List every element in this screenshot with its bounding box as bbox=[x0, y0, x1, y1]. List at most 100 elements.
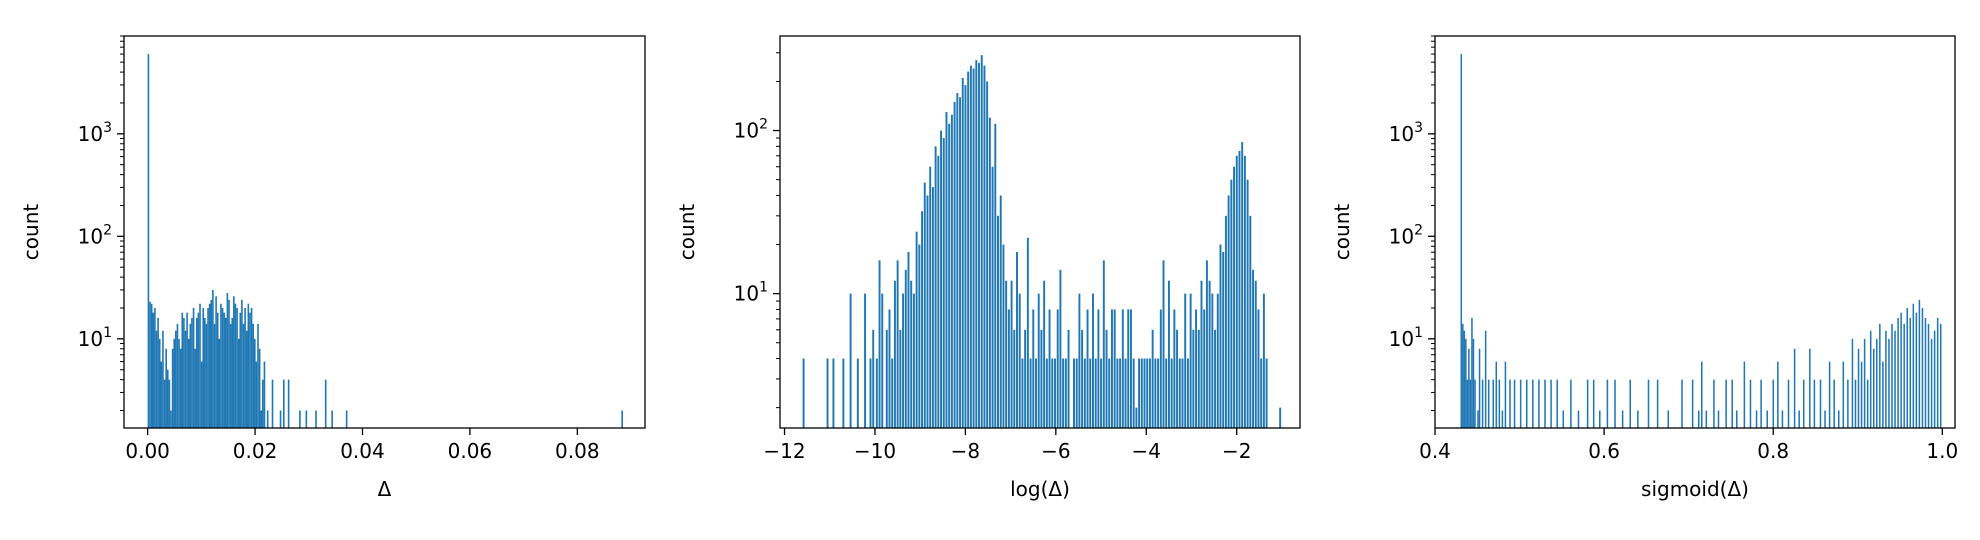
histogram-bar bbox=[181, 312, 184, 428]
histogram-bar bbox=[1062, 358, 1065, 428]
histogram-bar bbox=[1681, 379, 1683, 428]
histogram-bar bbox=[154, 307, 156, 428]
histogram-bar bbox=[1073, 358, 1075, 428]
histogram-bar bbox=[931, 187, 934, 428]
histogram-bar bbox=[1086, 309, 1089, 428]
histogram-bar bbox=[1705, 410, 1708, 428]
histogram-bar bbox=[923, 182, 926, 428]
histogram-bar bbox=[1939, 323, 1942, 428]
histogram-bar bbox=[1167, 280, 1170, 428]
histogram-bar bbox=[1755, 410, 1758, 428]
histogram-bar bbox=[937, 155, 940, 428]
histogram-bar bbox=[856, 358, 859, 428]
histogram-bar bbox=[1599, 410, 1601, 428]
histogram-bar bbox=[1249, 215, 1252, 428]
histogram-bar bbox=[173, 338, 176, 428]
histogram-bar bbox=[1056, 309, 1059, 428]
histogram-bar bbox=[1781, 410, 1784, 428]
histogram-bar bbox=[983, 65, 986, 428]
histogram-bar bbox=[1498, 379, 1501, 428]
histogram-bar bbox=[1241, 142, 1244, 428]
histogram-bar bbox=[1462, 323, 1464, 428]
histogram-bar bbox=[1906, 307, 1908, 428]
histogram-bar bbox=[991, 166, 994, 429]
histogram-bar bbox=[1793, 348, 1796, 428]
histogram-bar bbox=[875, 358, 878, 428]
histogram-bar bbox=[1842, 361, 1845, 428]
histogram-bar bbox=[864, 293, 867, 428]
histogram-bar bbox=[1143, 358, 1146, 428]
histogram-bar bbox=[195, 317, 198, 428]
histogram-bar bbox=[1002, 244, 1005, 428]
histogram-bar bbox=[1837, 410, 1840, 428]
histogram-bar bbox=[910, 280, 913, 428]
histogram-bar bbox=[940, 130, 943, 429]
histogram-bars bbox=[1460, 54, 1942, 429]
histogram-bar bbox=[255, 361, 258, 428]
histogram-bar bbox=[899, 329, 902, 428]
histogram-bar bbox=[1108, 358, 1111, 428]
histogram-bar bbox=[1736, 410, 1738, 428]
histogram-bar bbox=[263, 361, 266, 428]
y-tick-label: 101 bbox=[1389, 325, 1423, 351]
histogram-bar bbox=[1544, 379, 1546, 428]
histogram-bar bbox=[1629, 379, 1631, 428]
histogram-bar bbox=[1078, 293, 1081, 428]
y-axis-label: count bbox=[675, 204, 699, 261]
histogram-bar bbox=[1809, 348, 1811, 428]
histogram-bar bbox=[199, 303, 201, 428]
histogram-bar bbox=[1570, 379, 1572, 428]
histogram-bar bbox=[184, 330, 187, 428]
histogram-bar bbox=[1257, 309, 1260, 428]
histogram-bar bbox=[231, 317, 234, 428]
histogram-bar bbox=[1205, 260, 1208, 428]
histogram-bar bbox=[200, 361, 203, 428]
histogram-bar bbox=[975, 60, 978, 428]
histogram-bar bbox=[1888, 338, 1890, 428]
histogram-bar bbox=[244, 307, 246, 428]
histogram-bar bbox=[1097, 309, 1100, 428]
histogram-bar bbox=[210, 299, 213, 428]
histogram-bar bbox=[1089, 358, 1092, 428]
y-tick-label: 101 bbox=[734, 280, 768, 306]
histogram-bar bbox=[1525, 379, 1528, 428]
histogram-bar bbox=[155, 330, 158, 428]
histogram-bar bbox=[299, 410, 301, 428]
histogram-bar bbox=[1481, 379, 1484, 428]
histogram-bar bbox=[183, 317, 185, 428]
histogram-bar bbox=[1637, 410, 1639, 428]
histogram-bar bbox=[1885, 330, 1887, 428]
histogram-bar bbox=[1798, 410, 1800, 428]
histogram-bar bbox=[160, 361, 163, 428]
histogram-bar bbox=[171, 348, 174, 428]
x-tick-label: −8 bbox=[951, 439, 980, 463]
histogram-bar bbox=[1092, 293, 1094, 428]
histogram-bar bbox=[305, 410, 308, 428]
histogram-bar bbox=[194, 348, 196, 428]
histogram-bar bbox=[192, 307, 195, 428]
histogram-bar bbox=[213, 323, 216, 428]
histogram-bar bbox=[888, 309, 891, 428]
histogram-bar bbox=[1197, 329, 1200, 428]
histogram-bar bbox=[242, 323, 245, 428]
histogram-bar bbox=[1743, 361, 1746, 428]
histogram-bar bbox=[1227, 195, 1230, 428]
histogram-bar bbox=[1647, 379, 1650, 428]
histogram-bars bbox=[147, 54, 623, 429]
histogram-bar bbox=[212, 289, 214, 428]
histogram-bar bbox=[1067, 329, 1070, 428]
histogram-bar bbox=[262, 379, 264, 428]
histogram-bar bbox=[252, 323, 254, 428]
histogram-bar bbox=[1102, 260, 1105, 428]
histogram-bar bbox=[1173, 309, 1176, 428]
histogram-bar bbox=[158, 338, 161, 428]
histogram-bar bbox=[1219, 244, 1222, 428]
x-tick-label: −6 bbox=[1041, 439, 1070, 463]
histogram-bar bbox=[1701, 361, 1703, 428]
histogram-bar bbox=[1138, 358, 1141, 428]
histogram-bar bbox=[1054, 358, 1056, 428]
histogram-bar bbox=[233, 296, 235, 428]
histogram-bar bbox=[1606, 379, 1609, 428]
